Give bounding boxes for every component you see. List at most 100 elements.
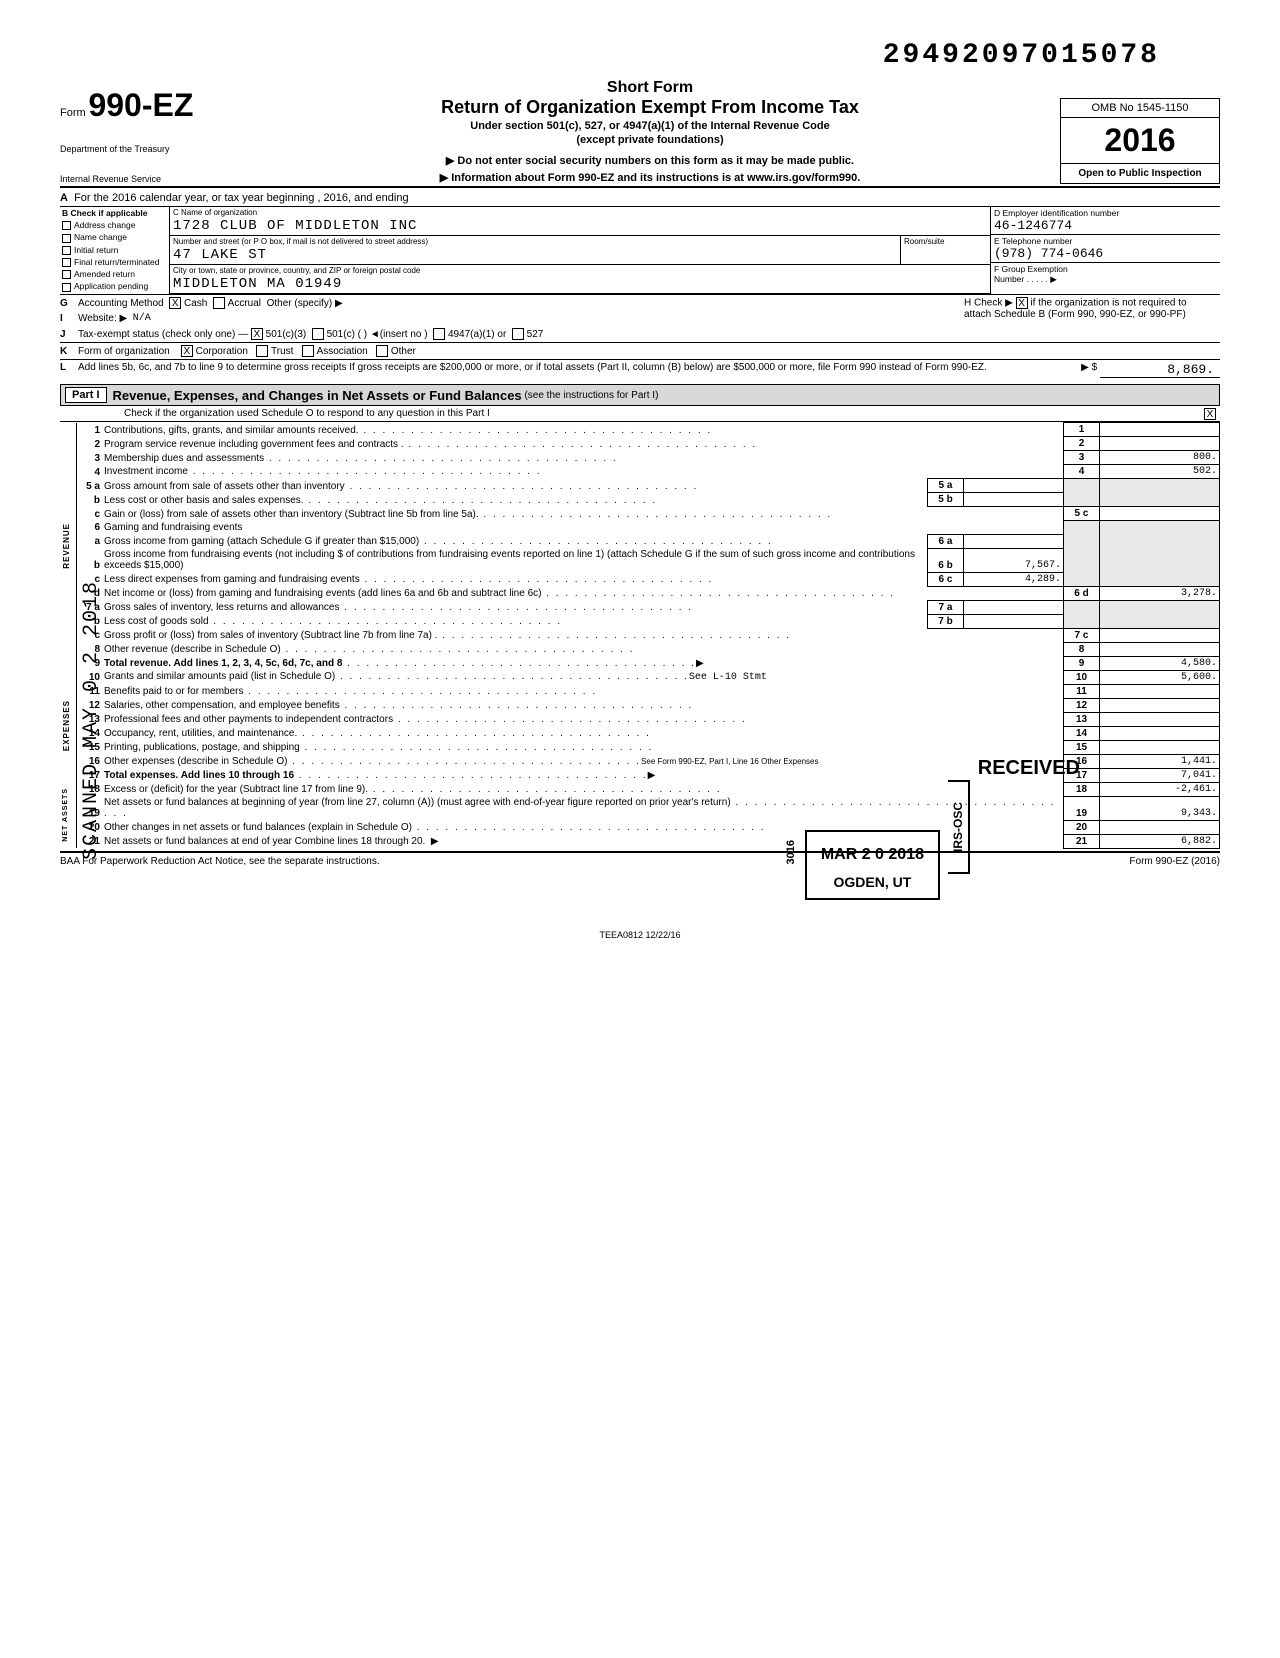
l6a-text: Gross income from gaming (attach Schedul… bbox=[104, 536, 419, 547]
side-expenses: EXPENSES bbox=[62, 700, 71, 751]
chk-accrual[interactable] bbox=[213, 297, 225, 309]
l6c-mbox: 6 c bbox=[928, 572, 964, 586]
l16-extra: See Form 990-EZ, Part I, Line 16 Other E… bbox=[641, 757, 818, 766]
l15-val bbox=[1100, 740, 1220, 754]
side-net-assets: NET ASSETS bbox=[62, 788, 69, 842]
chk-app-pending[interactable] bbox=[62, 283, 71, 292]
website-value: N/A bbox=[133, 313, 151, 324]
chk-initial-return[interactable] bbox=[62, 246, 71, 255]
l5b-mval bbox=[964, 493, 1064, 507]
line-a-text: For the 2016 calendar year, or tax year … bbox=[74, 192, 409, 204]
chk-assoc[interactable] bbox=[302, 345, 314, 357]
chk-address-change[interactable] bbox=[62, 221, 71, 230]
l3-val: 800. bbox=[1100, 451, 1220, 465]
l11-box: 11 bbox=[1064, 684, 1100, 698]
l16-val: 1,441. bbox=[1100, 754, 1220, 768]
chk-trust[interactable] bbox=[256, 345, 268, 357]
chk-schedule-b[interactable]: X bbox=[1016, 297, 1028, 309]
lbl-address-change: Address change bbox=[74, 220, 135, 230]
l5c-box: 5 c bbox=[1064, 507, 1100, 521]
l3-text: Membership dues and assessments bbox=[104, 453, 264, 464]
l18-text: Excess or (deficit) for the year (Subtra… bbox=[104, 784, 368, 795]
l12-val bbox=[1100, 698, 1220, 712]
l6b-mbox: 6 b bbox=[928, 548, 964, 572]
chk-527[interactable] bbox=[512, 328, 524, 340]
l6c-mval: 4,289. bbox=[964, 572, 1064, 586]
chk-cash[interactable]: X bbox=[169, 297, 181, 309]
opt-4947: 4947(a)(1) or bbox=[448, 329, 506, 340]
l6b-mval: 7,567. bbox=[964, 548, 1064, 572]
row-k-lead: K bbox=[60, 346, 78, 357]
l17-val: 7,041. bbox=[1100, 768, 1220, 782]
checkbox-header: Check if applicable bbox=[71, 208, 148, 218]
l6b-text: Gross income from fundraising events (no… bbox=[104, 549, 915, 571]
chk-501c[interactable] bbox=[312, 328, 324, 340]
l1-text: Contributions, gifts, grants, and simila… bbox=[104, 425, 359, 436]
l6-num: 6 bbox=[76, 521, 102, 535]
l5c-text: Gain or (loss) from sale of assets other… bbox=[104, 509, 479, 520]
l7a-text: Gross sales of inventory, less returns a… bbox=[104, 602, 339, 613]
l6-text: Gaming and fundraising events bbox=[102, 521, 1064, 535]
l4-val: 502. bbox=[1100, 465, 1220, 479]
row-g-lead: G bbox=[60, 298, 78, 309]
l1-val bbox=[1100, 423, 1220, 437]
ein-label: D Employer identification number bbox=[994, 208, 1217, 218]
row-i-lead: I bbox=[60, 313, 78, 324]
address-value: 47 LAKE ST bbox=[170, 247, 900, 264]
l14-box: 14 bbox=[1064, 726, 1100, 740]
room-label: Room/suite bbox=[901, 236, 990, 247]
chk-corp[interactable]: X bbox=[181, 345, 193, 357]
l5a-mbox: 5 a bbox=[928, 479, 964, 493]
form-title-1: Short Form bbox=[250, 79, 1050, 97]
l8-val bbox=[1100, 642, 1220, 656]
l5c-num: c bbox=[76, 507, 102, 521]
l6b-num: b bbox=[76, 548, 102, 572]
l2-text: Program service revenue including govern… bbox=[104, 439, 404, 450]
l1-box: 1 bbox=[1064, 423, 1100, 437]
baa-notice: BAA For Paperwork Reduction Act Notice, … bbox=[60, 856, 380, 867]
l2-num: 2 bbox=[76, 437, 102, 451]
opt-trust: Trust bbox=[271, 346, 293, 357]
l5a-mval bbox=[964, 479, 1064, 493]
l6d-val: 3,278. bbox=[1100, 586, 1220, 600]
side-revenue: REVENUE bbox=[62, 523, 71, 569]
l19-box: 19 bbox=[1064, 796, 1100, 820]
chk-final-return[interactable] bbox=[62, 258, 71, 267]
teea-code: TEEA0812 12/22/16 bbox=[60, 930, 1220, 940]
part-1-check-text: Check if the organization used Schedule … bbox=[124, 408, 490, 419]
l7b-text: Less cost of goods sold bbox=[104, 616, 209, 627]
chk-schedule-o[interactable]: X bbox=[1204, 408, 1216, 420]
chk-501c3[interactable]: X bbox=[251, 328, 263, 340]
chk-4947[interactable] bbox=[433, 328, 445, 340]
l3-box: 3 bbox=[1064, 451, 1100, 465]
l21-box: 21 bbox=[1064, 834, 1100, 848]
address-label: Number and street (or P O box, if mail i… bbox=[170, 236, 900, 247]
l4-box: 4 bbox=[1064, 465, 1100, 479]
l7c-val bbox=[1100, 628, 1220, 642]
row-k-text: Form of organization bbox=[78, 346, 170, 357]
l12-box: 12 bbox=[1064, 698, 1100, 712]
chk-amended[interactable] bbox=[62, 270, 71, 279]
opt-527: 527 bbox=[527, 329, 544, 340]
l19-val: 9,343. bbox=[1100, 796, 1220, 820]
part-1-note: (see the instructions for Part I) bbox=[524, 390, 658, 401]
part-1-label: Part I bbox=[65, 387, 107, 403]
l7c-text: Gross profit or (loss) from sales of inv… bbox=[104, 630, 437, 641]
l6c-text: Less direct expenses from gaming and fun… bbox=[104, 574, 360, 585]
l9-text: Total revenue. Add lines 1, 2, 3, 4, 5c,… bbox=[104, 658, 342, 669]
stamp-ogden: OGDEN, UT bbox=[821, 874, 924, 890]
city-value: MIDDLETON MA 01949 bbox=[170, 276, 990, 293]
form-title-2: Return of Organization Exempt From Incom… bbox=[250, 97, 1050, 118]
lbl-initial-return: Initial return bbox=[74, 245, 118, 255]
dept-treasury: Department of the Treasury bbox=[60, 144, 240, 154]
l4-text: Investment income bbox=[104, 466, 188, 477]
l7b-mbox: 7 b bbox=[928, 614, 964, 628]
l17-text: Total expenses. Add lines 10 through 16 bbox=[104, 770, 294, 781]
l9-val: 4,580. bbox=[1100, 656, 1220, 670]
l4-num: 4 bbox=[76, 465, 102, 479]
l2-box: 2 bbox=[1064, 437, 1100, 451]
org-name-label: C Name of organization bbox=[170, 207, 990, 218]
chk-name-change[interactable] bbox=[62, 234, 71, 243]
row-l-text: Add lines 5b, 6c, and 7b to line 9 to de… bbox=[78, 362, 1078, 373]
chk-other-org[interactable] bbox=[376, 345, 388, 357]
